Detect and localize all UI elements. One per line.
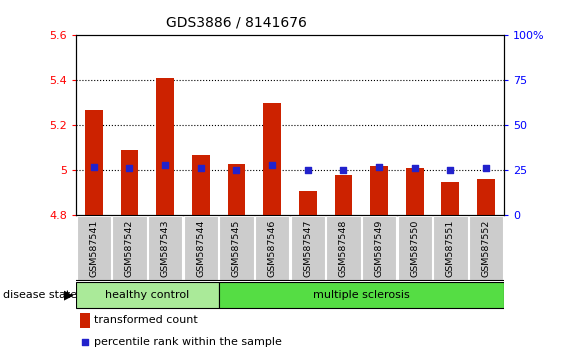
Bar [334,175,352,215]
Bar [113,216,146,280]
Text: transformed count: transformed count [94,315,198,325]
Point [410,166,419,171]
Bar [291,216,325,280]
Text: GSM587548: GSM587548 [339,219,348,277]
Text: ▶: ▶ [64,289,73,302]
Point [446,167,455,173]
Bar [157,78,174,215]
Point [232,167,241,173]
Bar [397,216,432,280]
Text: percentile rank within the sample: percentile rank within the sample [94,337,282,347]
Bar [120,150,138,215]
Text: GDS3886 / 8141676: GDS3886 / 8141676 [166,16,307,30]
Bar [218,282,504,308]
Bar [81,313,90,328]
Bar [85,110,103,215]
Text: GSM587545: GSM587545 [232,219,241,277]
Bar [220,216,253,280]
Bar [255,216,289,280]
Text: GSM587546: GSM587546 [267,219,276,277]
Text: GSM587543: GSM587543 [160,219,169,277]
Bar [477,179,495,215]
Text: GSM587552: GSM587552 [481,219,490,277]
Text: GSM587547: GSM587547 [303,219,312,277]
Text: GSM587551: GSM587551 [446,219,455,277]
Text: GSM587542: GSM587542 [125,219,134,277]
Point [125,166,134,171]
Bar [184,216,218,280]
Bar [148,216,182,280]
Bar [441,182,459,215]
Bar [327,216,360,280]
Bar [434,216,467,280]
Text: GSM587550: GSM587550 [410,219,419,277]
Text: multiple sclerosis: multiple sclerosis [313,290,410,300]
Text: disease state: disease state [3,290,77,300]
Bar [362,216,396,280]
Point [160,162,169,168]
Text: healthy control: healthy control [105,290,189,300]
Bar [76,282,218,308]
Bar [77,216,111,280]
Point [374,164,383,170]
Point [81,339,90,344]
Bar [406,168,423,215]
Text: GSM587544: GSM587544 [196,219,205,277]
Bar [263,103,281,215]
Bar [469,216,503,280]
Point [339,167,348,173]
Point [90,164,99,170]
Bar [192,155,210,215]
Bar [299,190,316,215]
Bar [227,164,245,215]
Point [481,166,490,171]
Point [196,166,205,171]
Text: GSM587541: GSM587541 [90,219,99,277]
Point [303,167,312,173]
Point [267,162,276,168]
Bar [370,166,388,215]
Text: GSM587549: GSM587549 [374,219,383,277]
